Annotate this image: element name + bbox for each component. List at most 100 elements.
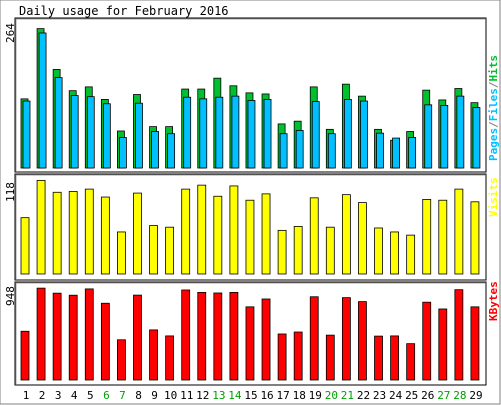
bar-files-day-26 [424, 104, 433, 169]
hits-legend-pages: Pages [487, 128, 500, 161]
bar-files-day-16 [263, 99, 272, 169]
hits-legend-files: Files [487, 88, 500, 121]
bar-kbytes-day-7 [117, 339, 126, 381]
bar-visits-day-9 [149, 225, 158, 275]
bar-kbytes-day-21 [341, 297, 351, 381]
visits-panel-bars [20, 179, 480, 275]
bar-files-day-12 [199, 98, 208, 169]
day-label-20: 20 [325, 389, 338, 402]
bar-kbytes-day-27 [438, 308, 448, 381]
bar-files-day-15 [247, 100, 256, 169]
day-label-8: 8 [135, 389, 142, 402]
bar-visits-day-13 [213, 195, 223, 275]
day-label-28: 28 [453, 389, 466, 402]
bar-visits-day-12 [197, 184, 207, 275]
bar-visits-day-18 [293, 225, 303, 275]
bar-files-day-21 [343, 99, 352, 169]
bar-kbytes-day-25 [406, 343, 416, 381]
day-label-22: 22 [357, 389, 370, 402]
bar-visits-day-20 [325, 226, 335, 275]
bar-visits-day-28 [454, 188, 464, 275]
bar-files-day-23 [376, 132, 384, 169]
bar-files-day-1 [22, 100, 31, 169]
bar-visits-day-5 [84, 188, 94, 275]
bar-visits-day-24 [390, 231, 399, 275]
bar-kbytes-day-2 [36, 287, 46, 381]
bar-kbytes-day-14 [229, 291, 239, 381]
bar-kbytes-day-23 [374, 335, 383, 381]
bar-kbytes-day-24 [390, 335, 399, 381]
day-labels: 1 2 3 4 5 6 7 8 9 10 11 12 13 14 15 16 17 18 19 20 21 22 23 24 2… [23, 389, 483, 402]
day-label-1: 1 [23, 389, 30, 402]
day-label-13: 13 [212, 389, 225, 402]
bar-visits-day-22 [358, 202, 367, 275]
bar-files-day-22 [360, 100, 368, 169]
day-label-25: 25 [405, 389, 418, 402]
bar-files-day-27 [440, 104, 449, 169]
bar-files-day-11 [183, 96, 192, 169]
day-label-9: 9 [151, 389, 158, 402]
day-label-15: 15 [244, 389, 257, 402]
bar-files-day-2 [38, 32, 47, 169]
day-label-27: 27 [437, 389, 450, 402]
bar-files-day-19 [311, 101, 320, 169]
bar-files-day-17 [279, 133, 288, 169]
bar-files-day-6 [102, 103, 111, 169]
bar-kbytes-day-5 [84, 288, 94, 381]
bar-visits-day-11 [181, 188, 191, 275]
bar-kbytes-day-15 [245, 306, 255, 381]
kbytes-panel-bars [20, 287, 480, 381]
visits-max-label: 118 [4, 182, 17, 202]
day-label-24: 24 [389, 389, 403, 402]
bar-kbytes-day-26 [422, 301, 432, 381]
hits-legend: Pages/Files/Hits [487, 55, 500, 161]
bar-visits-day-15 [245, 199, 255, 275]
bar-visits-day-26 [422, 199, 432, 275]
bar-kbytes-day-13 [213, 292, 223, 381]
day-label-18: 18 [293, 389, 306, 402]
bar-files-day-24 [392, 137, 400, 169]
bar-files-day-10 [167, 133, 176, 169]
bar-visits-day-23 [374, 227, 383, 275]
bar-files-day-14 [231, 95, 240, 169]
bar-files-day-28 [456, 95, 465, 169]
bar-visits-day-10 [165, 226, 175, 275]
day-label-17: 17 [277, 389, 290, 402]
bar-visits-day-21 [341, 194, 351, 275]
hits-panel-frame [14, 17, 487, 173]
bar-visits-day-6 [100, 196, 110, 275]
hits-max-label: 264 [4, 23, 17, 43]
day-label-11: 11 [180, 389, 193, 402]
day-label-19: 19 [309, 389, 322, 402]
bar-files-day-4 [70, 95, 79, 169]
day-label-12: 12 [196, 389, 209, 402]
visits-legend: Visits [487, 177, 500, 217]
day-label-2: 2 [39, 389, 46, 402]
day-label-21: 21 [341, 389, 354, 402]
bar-files-day-25 [408, 137, 417, 169]
bar-visits-day-2 [36, 179, 46, 275]
bar-visits-day-25 [406, 234, 416, 275]
bar-visits-day-17 [277, 229, 287, 275]
bar-visits-day-19 [309, 197, 319, 275]
bar-kbytes-day-6 [100, 302, 110, 381]
bar-visits-day-16 [261, 193, 271, 275]
bar-kbytes-day-18 [293, 331, 303, 381]
bar-kbytes-day-17 [277, 333, 287, 381]
bar-kbytes-day-9 [149, 329, 158, 381]
day-label-16: 16 [260, 389, 273, 402]
day-label-14: 14 [228, 389, 242, 402]
bar-visits-day-29 [470, 201, 480, 275]
bar-kbytes-day-3 [52, 292, 62, 381]
day-label-29: 29 [469, 389, 482, 402]
bar-kbytes-day-12 [197, 291, 207, 381]
day-label-23: 23 [373, 389, 386, 402]
bar-visits-day-3 [52, 191, 62, 275]
bar-kbytes-day-1 [20, 330, 30, 381]
day-label-26: 26 [421, 389, 434, 402]
day-label-10: 10 [164, 389, 177, 402]
day-label-4: 4 [71, 389, 78, 402]
bar-files-day-5 [86, 96, 95, 169]
